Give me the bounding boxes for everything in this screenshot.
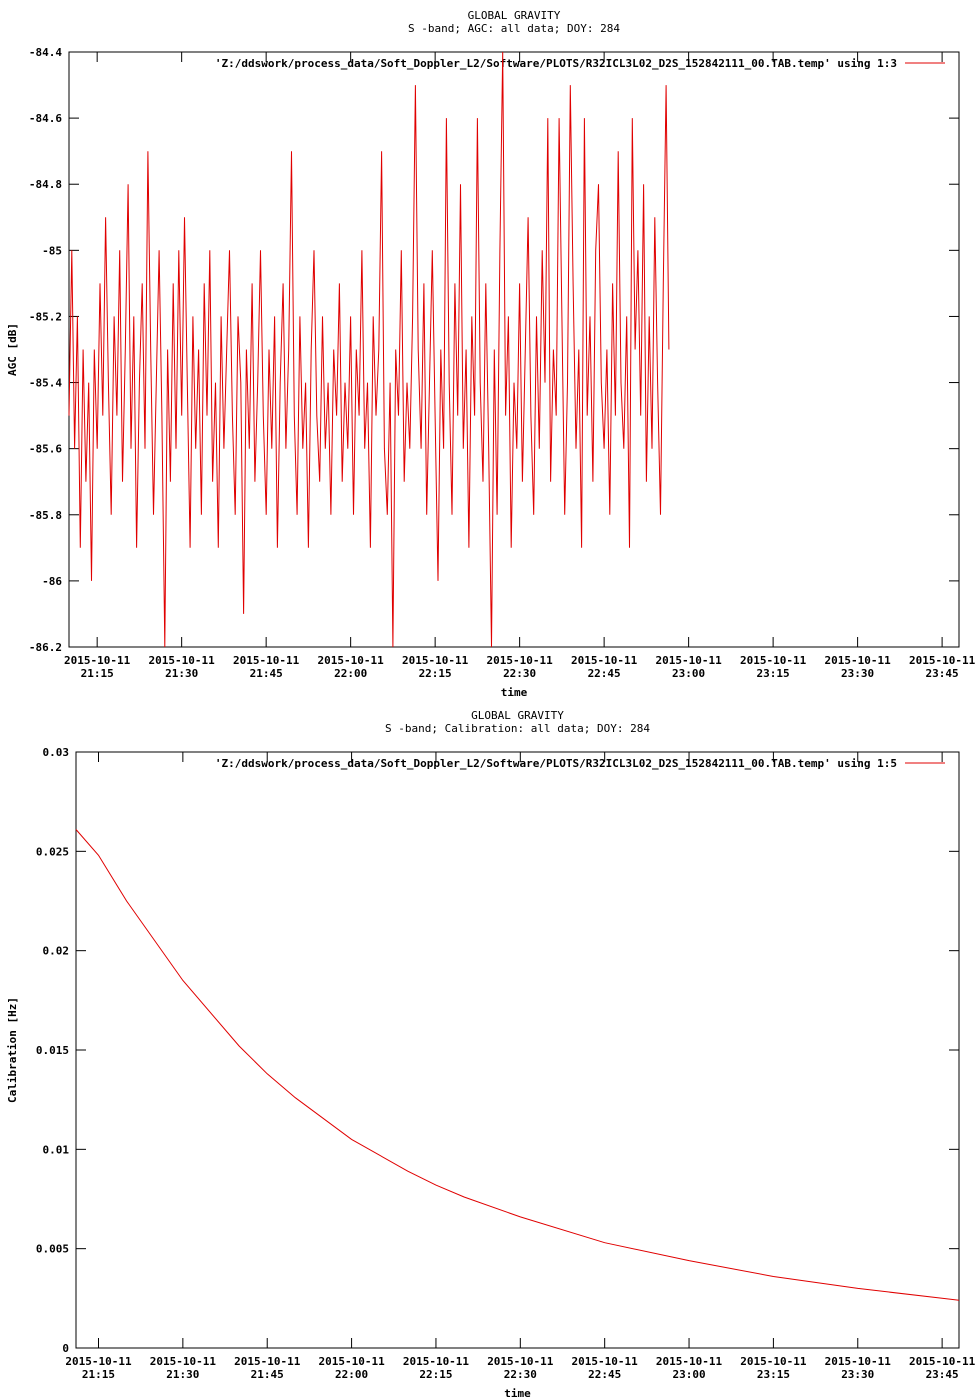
x-tick-label-date: 2015-10-11: [233, 654, 300, 667]
legend-label: 'Z:/ddswork/process_data/Soft_Doppler_L2…: [215, 757, 897, 770]
y-tick-label: -85.8: [29, 509, 62, 522]
x-tick-label-date: 2015-10-11: [318, 654, 385, 667]
plot-frame: [75, 751, 960, 1349]
y-tick-label: 0.005: [36, 1243, 69, 1256]
x-tick-label-date: 2015-10-11: [487, 1355, 554, 1368]
x-tick-label-date: 2015-10-11: [234, 1355, 301, 1368]
x-tick-label-time: 21:15: [81, 667, 114, 680]
series-line: [68, 51, 670, 648]
x-tick-label-date: 2015-10-11: [318, 1355, 385, 1368]
x-tick-label-time: 23:45: [926, 1368, 959, 1381]
x-tick-label-time: 23:00: [672, 1368, 705, 1381]
x-tick-label-date: 2015-10-11: [825, 1355, 892, 1368]
y-tick-label: 0.02: [43, 945, 70, 958]
x-tick-label-time: 23:30: [841, 667, 874, 680]
x-tick-label-time: 21:30: [165, 667, 198, 680]
x-tick-label-date: 2015-10-11: [572, 1355, 639, 1368]
y-tick-label: 0.03: [43, 746, 70, 759]
y-tick-label: -86.2: [29, 641, 62, 654]
x-tick-label-date: 2015-10-11: [571, 654, 638, 667]
x-tick-label-time: 23:00: [672, 667, 705, 680]
x-tick-label-date: 2015-10-11: [656, 1355, 723, 1368]
y-tick-label: -85.4: [29, 377, 62, 390]
x-tick-label-time: 22:00: [334, 667, 367, 680]
y-axis-label: AGC [dB]: [6, 323, 19, 376]
legend-label: 'Z:/ddswork/process_data/Soft_Doppler_L2…: [215, 57, 897, 70]
plot-frame: [68, 51, 960, 648]
x-tick-label-time: 22:45: [588, 1368, 621, 1381]
y-tick-label: -84.4: [29, 46, 62, 59]
series-line: [75, 829, 960, 1301]
x-tick-label-date: 2015-10-11: [150, 1355, 217, 1368]
chart-title: GLOBAL GRAVITY: [468, 9, 561, 22]
x-tick-label-time: 23:15: [757, 667, 790, 680]
x-tick-label-time: 21:30: [166, 1368, 199, 1381]
x-tick-label-time: 22:00: [335, 1368, 368, 1381]
x-tick-label-date: 2015-10-11: [656, 654, 723, 667]
x-tick-label-time: 22:30: [504, 1368, 537, 1381]
x-tick-label-time: 21:45: [250, 667, 283, 680]
x-tick-label-date: 2015-10-11: [65, 1355, 132, 1368]
x-tick-label-date: 2015-10-11: [402, 654, 469, 667]
x-tick-label-time: 23:45: [926, 667, 959, 680]
x-tick-label-date: 2015-10-11: [740, 1355, 807, 1368]
chart-subtitle: S -band; Calibration: all data; DOY: 284: [385, 722, 650, 735]
x-tick-label-date: 2015-10-11: [403, 1355, 470, 1368]
y-tick-label: 0.01: [43, 1143, 70, 1156]
x-tick-label-time: 22:30: [503, 667, 536, 680]
x-tick-label-date: 2015-10-11: [909, 654, 976, 667]
x-tick-label-date: 2015-10-11: [149, 654, 216, 667]
x-tick-label-time: 23:30: [841, 1368, 874, 1381]
y-tick-label: 0.015: [36, 1044, 69, 1057]
x-tick-label-date: 2015-10-11: [909, 1355, 976, 1368]
x-tick-label-time: 23:15: [757, 1368, 790, 1381]
x-tick-label-time: 22:15: [419, 1368, 452, 1381]
y-tick-label: -85: [42, 244, 62, 257]
x-tick-label-date: 2015-10-11: [487, 654, 554, 667]
y-tick-label: -86: [42, 575, 62, 588]
y-tick-label: -85.2: [29, 310, 62, 323]
y-tick-label: -84.6: [29, 112, 62, 125]
chart-title: GLOBAL GRAVITY: [471, 709, 564, 722]
x-tick-label-date: 2015-10-11: [740, 654, 807, 667]
x-tick-label-time: 22:45: [588, 667, 621, 680]
x-axis-label: time: [504, 1387, 531, 1400]
y-tick-label: 0: [62, 1342, 69, 1355]
y-tick-label: -85.6: [29, 443, 62, 456]
y-tick-label: 0.025: [36, 845, 69, 858]
x-tick-label-time: 21:15: [82, 1368, 115, 1381]
x-tick-label-time: 21:45: [251, 1368, 284, 1381]
y-axis-label: Calibration [Hz]: [6, 997, 19, 1103]
x-tick-label-date: 2015-10-11: [824, 654, 891, 667]
x-tick-label-time: 22:15: [419, 667, 452, 680]
x-axis-label: time: [501, 686, 528, 699]
chart-subtitle: S -band; AGC: all data; DOY: 284: [408, 22, 620, 35]
x-tick-label-date: 2015-10-11: [64, 654, 131, 667]
y-tick-label: -84.8: [29, 178, 62, 191]
